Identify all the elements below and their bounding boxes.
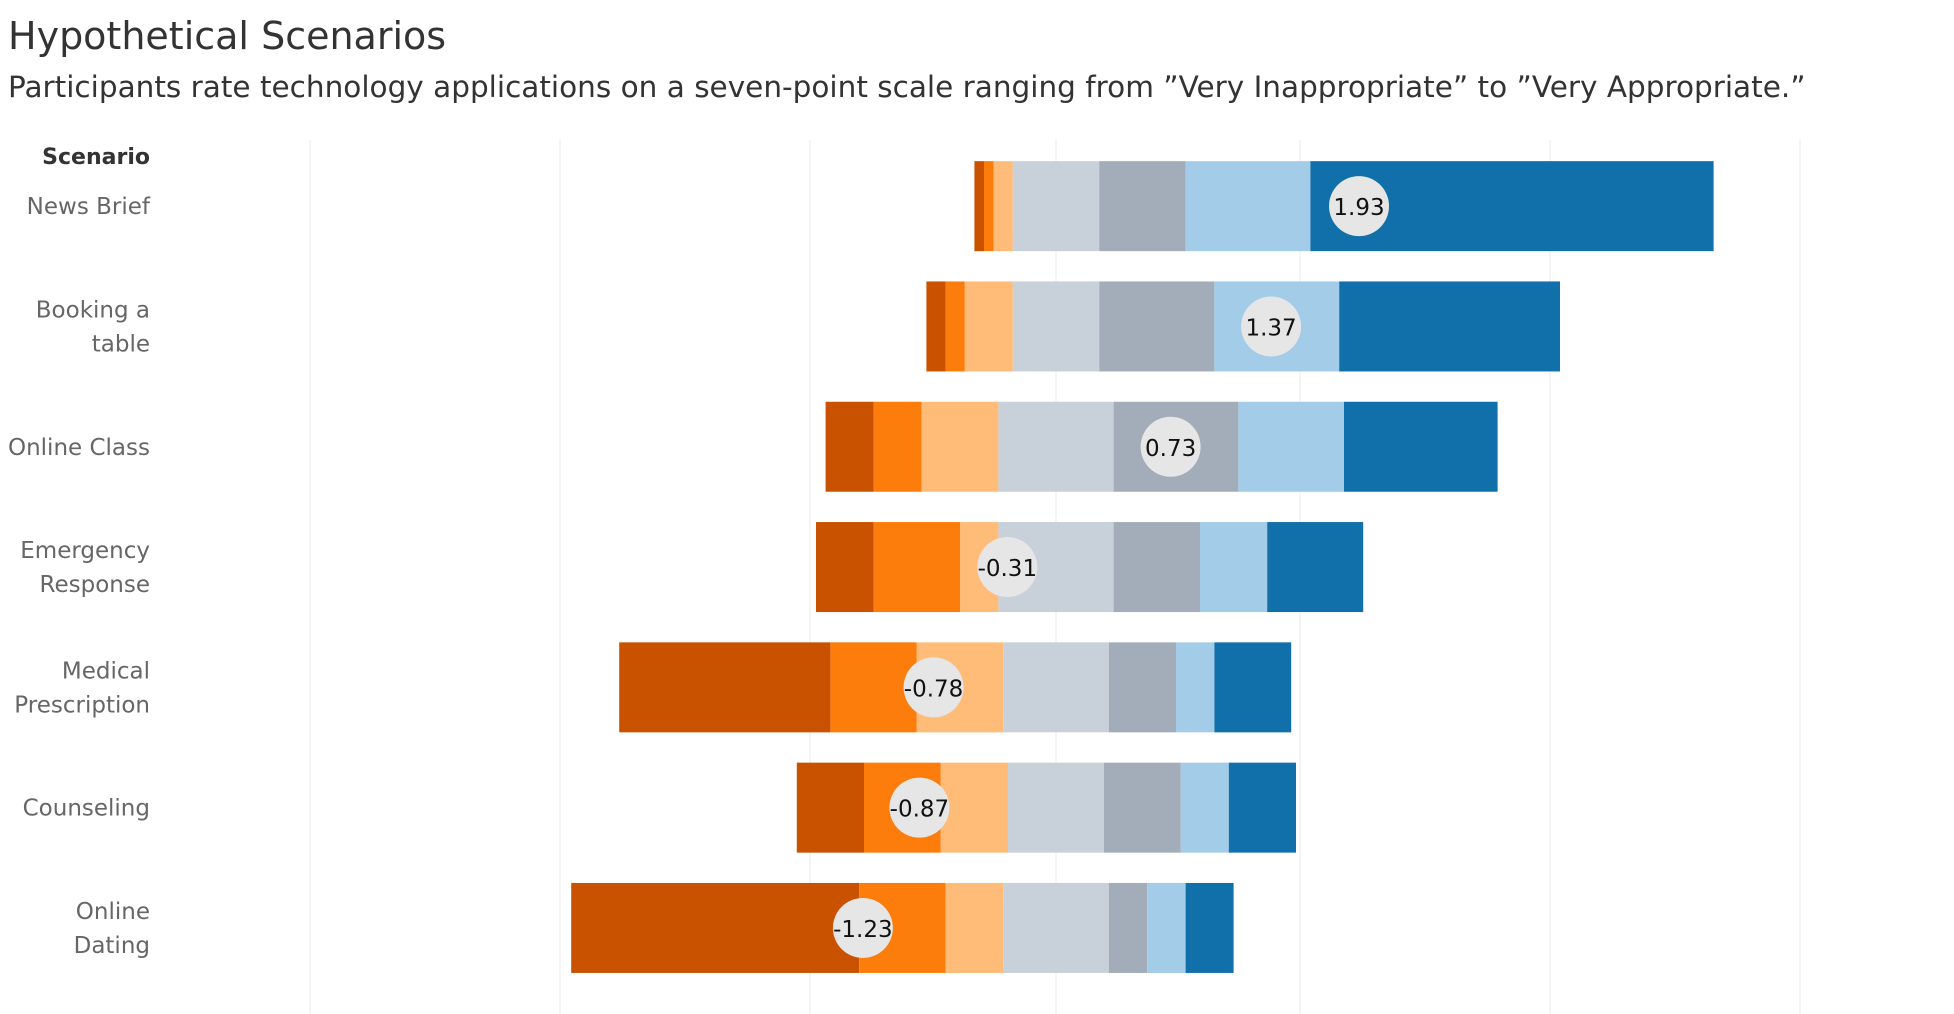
mean-label: 1.37	[1245, 315, 1296, 341]
bar-segment	[993, 161, 1013, 252]
category-label: Emergency Response	[20, 538, 150, 598]
bar-segment	[1176, 642, 1215, 733]
category-label: Online Dating	[74, 899, 150, 959]
bar-segment	[921, 401, 999, 492]
bar-segment	[571, 882, 860, 973]
mean-label: -0.78	[904, 676, 964, 702]
mean-marker	[1241, 296, 1302, 357]
category-label: News Brief	[27, 194, 151, 220]
bar-segment	[940, 762, 1008, 853]
bar-segment	[1104, 762, 1181, 853]
mean-label: 0.73	[1145, 436, 1196, 462]
mean-label: -1.23	[833, 917, 893, 943]
bar-segment	[974, 161, 984, 252]
category-label-line: Response	[40, 572, 150, 598]
bar-segment	[825, 401, 874, 492]
bar-segment	[1099, 281, 1215, 372]
bar-segment	[1339, 281, 1560, 372]
bar-row	[571, 882, 1234, 973]
category-label-line: Emergency	[20, 538, 150, 564]
category-label-line: Booking a	[36, 297, 150, 323]
bar-segment	[1108, 882, 1148, 973]
bar-segment	[1108, 642, 1176, 733]
bar-segment	[1008, 762, 1104, 853]
category-label-line: News Brief	[27, 194, 151, 220]
bar-segment	[830, 642, 917, 733]
bar-segment	[945, 281, 965, 372]
bar-segment	[1185, 882, 1234, 973]
category-label: Online Class	[8, 435, 150, 461]
bar-segment	[1180, 762, 1229, 853]
mean-label: -0.87	[890, 797, 950, 823]
bar-segment	[873, 401, 922, 492]
category-label-line: Prescription	[14, 692, 150, 718]
bar-segment	[816, 522, 874, 613]
chart-subtitle: Participants rate technology application…	[8, 70, 1806, 104]
bar-segment	[1147, 882, 1186, 973]
mean-marker	[903, 657, 964, 718]
bar-segment	[998, 401, 1114, 492]
bar-segment	[926, 281, 946, 372]
bar-segment	[796, 762, 864, 853]
category-label: Booking a table	[36, 297, 150, 357]
bar-segment	[1185, 161, 1311, 252]
mean-marker	[832, 897, 893, 958]
bar-row	[825, 401, 1498, 492]
mean-marker	[1329, 176, 1390, 237]
category-label: Counseling	[23, 796, 150, 822]
bar-segment	[1214, 642, 1292, 733]
bar-segment	[1012, 281, 1100, 372]
bar-segment	[964, 281, 1013, 372]
bar-row	[816, 522, 1364, 613]
bar-segment	[619, 642, 831, 733]
category-label-line: Medical	[62, 658, 150, 684]
category-label-line: Online Class	[8, 435, 150, 461]
category-label-line: Counseling	[23, 796, 150, 822]
bar-segment	[984, 161, 994, 252]
bar-segment	[1267, 522, 1364, 613]
bar-segment	[1113, 522, 1200, 613]
bar-segment	[1003, 642, 1109, 733]
row-header-label: Scenario	[42, 145, 150, 170]
bar-segment	[1200, 522, 1268, 613]
bar-row	[619, 642, 1292, 733]
bar-segment	[1012, 161, 1100, 252]
mean-label: 1.93	[1333, 195, 1384, 221]
mean-marker	[1140, 416, 1201, 477]
chart-title: Hypothetical Scenarios	[8, 14, 447, 58]
category-label-line: Dating	[74, 933, 150, 959]
category-label-line: table	[92, 331, 150, 357]
bar-segment	[1238, 401, 1344, 492]
bar-segment	[1099, 161, 1186, 252]
bar-segment	[945, 882, 1004, 973]
bar-segment	[1344, 401, 1498, 492]
bar-segment	[1003, 882, 1109, 973]
bar-segment	[1228, 762, 1296, 853]
mean-marker	[977, 537, 1038, 598]
mean-label: -0.31	[978, 556, 1038, 582]
bar-segment	[873, 522, 960, 613]
mean-marker	[889, 777, 950, 838]
category-label-line: Online	[76, 899, 150, 925]
bar-row	[796, 762, 1296, 853]
category-label: Medical Prescription	[14, 658, 150, 718]
bar-row	[926, 281, 1560, 372]
